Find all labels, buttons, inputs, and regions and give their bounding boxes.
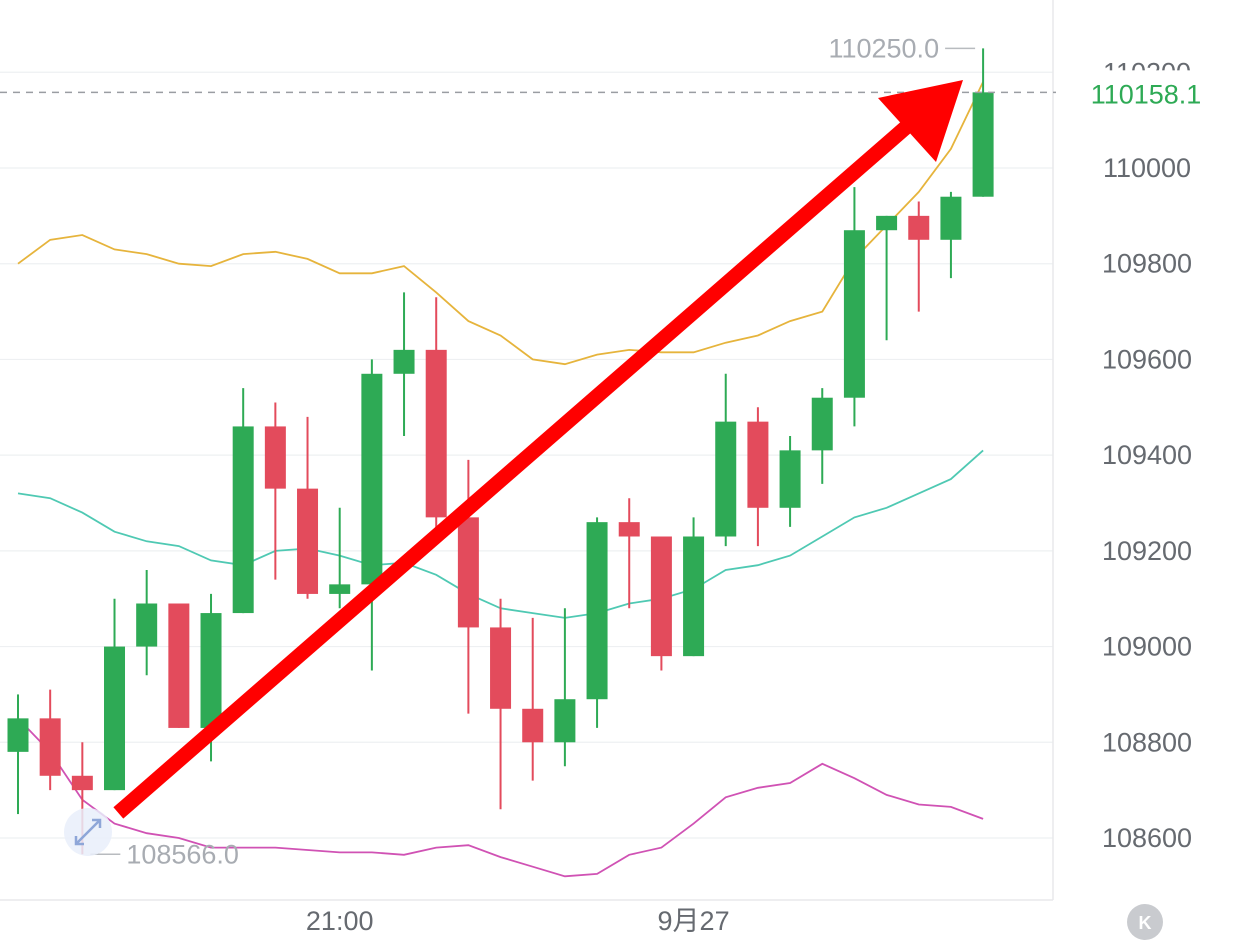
candle xyxy=(264,402,286,580)
y-tick-label: 109800 xyxy=(1102,249,1192,279)
last-price-label: 110158.1 xyxy=(1091,79,1202,109)
candle xyxy=(586,517,608,728)
candle-body xyxy=(39,718,61,776)
candle-body xyxy=(393,349,415,374)
candle xyxy=(554,608,576,767)
candle xyxy=(136,570,158,676)
candle-body xyxy=(361,373,383,585)
candle-body xyxy=(843,230,865,398)
candle-body xyxy=(104,646,126,791)
candle-body xyxy=(522,708,544,743)
x-tick-label: 21:00 xyxy=(306,906,374,936)
y-tick-label: 109000 xyxy=(1102,632,1192,662)
y-tick-label: 109200 xyxy=(1102,536,1192,566)
candle-body xyxy=(425,349,447,518)
candle xyxy=(490,598,512,810)
x-axis-ticks: 21:00 9月27 xyxy=(306,906,730,936)
last-price-line: 110158.1 xyxy=(0,70,1236,115)
axis-frame xyxy=(0,0,1054,901)
y-tick-label: 109400 xyxy=(1102,440,1192,470)
candle-body xyxy=(908,215,930,240)
candle xyxy=(811,388,833,484)
candle xyxy=(297,416,319,599)
low-annotation: 108566.0 xyxy=(126,839,239,869)
candle-body xyxy=(715,421,737,537)
candle-body xyxy=(747,421,769,508)
candle xyxy=(361,359,383,671)
candle-body xyxy=(297,488,319,594)
candle xyxy=(522,617,544,781)
candle-body xyxy=(71,775,93,791)
candle-body xyxy=(490,627,512,709)
candle xyxy=(7,694,29,815)
candle xyxy=(683,517,705,657)
indicator-line-0 xyxy=(17,81,984,366)
candle-body xyxy=(7,718,29,752)
last-price-label-bg xyxy=(1056,70,1236,115)
candle xyxy=(843,187,865,427)
candles xyxy=(7,48,994,855)
candle xyxy=(908,201,930,312)
y-tick-label: 108800 xyxy=(1102,727,1192,757)
k-letter-icon: K xyxy=(1139,913,1152,933)
candle-body xyxy=(940,196,962,240)
candle-body xyxy=(136,603,158,647)
candle xyxy=(393,292,415,436)
y-axis-ticks: 108600 108800 109000 109200 109400 109600 1098… xyxy=(1102,57,1192,853)
candle-body xyxy=(876,215,898,231)
candle-body xyxy=(264,426,286,489)
candle xyxy=(425,297,447,537)
x-tick-label: 9月27 xyxy=(658,906,730,936)
candle-body xyxy=(683,536,705,657)
candle xyxy=(104,598,126,791)
candle xyxy=(779,436,801,527)
candle-body xyxy=(811,397,833,451)
candle xyxy=(168,603,190,728)
candle-body xyxy=(457,517,479,628)
candle xyxy=(39,689,61,791)
candle-body xyxy=(329,584,351,594)
candle xyxy=(618,498,640,609)
candle-body xyxy=(200,613,222,728)
candle xyxy=(329,507,351,609)
candle-body xyxy=(779,450,801,508)
candle xyxy=(972,48,994,197)
candle-body xyxy=(554,699,576,743)
candle xyxy=(747,407,769,547)
trend-arrow xyxy=(113,80,963,819)
candle xyxy=(876,215,898,341)
annotations: 110250.0 108566.0 xyxy=(90,33,976,869)
y-tick-label: 110000 xyxy=(1103,153,1191,183)
high-annotation: 110250.0 xyxy=(828,33,939,63)
candle xyxy=(940,191,962,279)
candle xyxy=(715,373,737,547)
indicator-line-2 xyxy=(17,717,984,878)
candle-body xyxy=(586,522,608,700)
candle-body xyxy=(168,603,190,728)
candle xyxy=(232,388,254,614)
y-tick-label: 109600 xyxy=(1102,344,1192,374)
candle-body xyxy=(650,536,672,657)
candle-body xyxy=(232,426,254,614)
kline-toggle-button[interactable]: K xyxy=(1127,904,1163,940)
y-tick-label: 108600 xyxy=(1102,823,1192,853)
candle-body xyxy=(618,522,640,537)
expand-icon[interactable] xyxy=(64,808,112,856)
candle-body xyxy=(972,92,994,197)
candle xyxy=(650,536,672,671)
